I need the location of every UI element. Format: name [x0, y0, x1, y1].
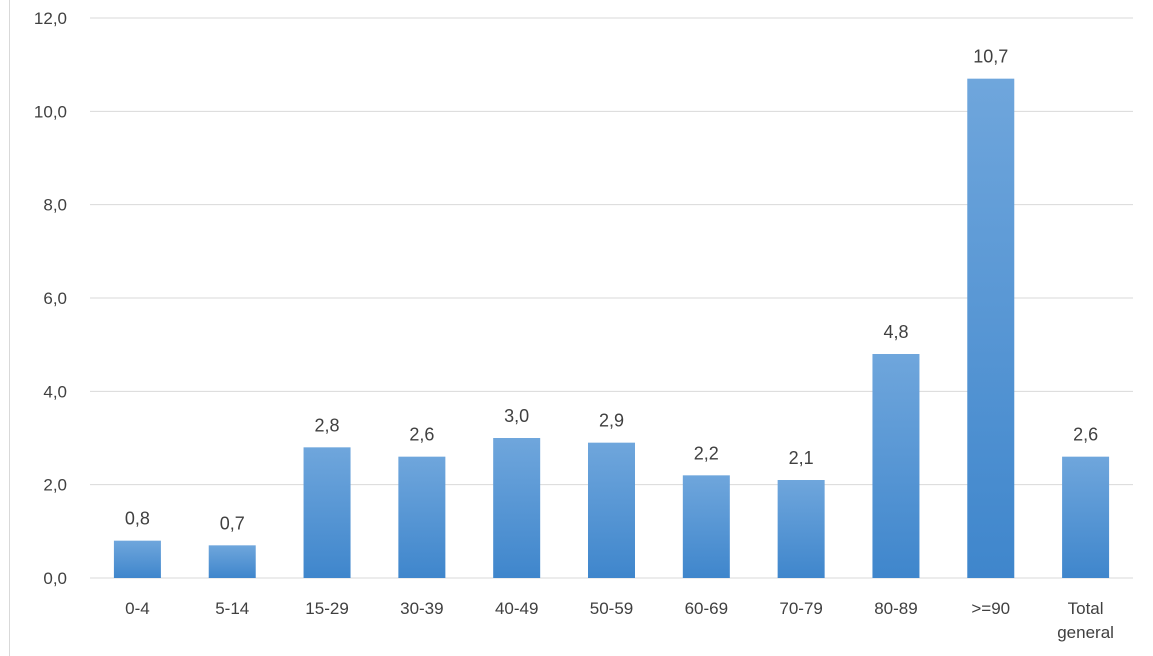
- data-label: 2,6: [1073, 425, 1098, 445]
- bar: [967, 78, 1015, 579]
- bar: [493, 438, 541, 578]
- y-tick-label: 0,0: [43, 569, 67, 588]
- chart-left-border: [9, 0, 10, 656]
- gridlines: [90, 17, 1133, 579]
- x-tick-label: Total: [1068, 599, 1104, 618]
- x-tick-label: 0-4: [125, 599, 150, 618]
- data-label: 2,6: [409, 425, 434, 445]
- bar: [1062, 456, 1110, 578]
- y-axis: 0,0 2,0 4,0 6,0 8,0 10,0 12,0: [34, 9, 67, 588]
- x-tick-label: 40-49: [495, 599, 538, 618]
- data-label: 2,1: [789, 448, 814, 468]
- x-tick-label: >=90: [971, 599, 1010, 618]
- data-label: 2,2: [694, 443, 719, 463]
- x-tick-label: general: [1057, 623, 1114, 642]
- y-tick-label: 4,0: [43, 382, 67, 401]
- data-label: 2,8: [315, 415, 340, 435]
- y-tick-label: 12,0: [34, 9, 67, 28]
- y-tick-label: 10,0: [34, 102, 67, 121]
- x-tick-label: 15-29: [305, 599, 348, 618]
- data-label: 2,9: [599, 411, 624, 431]
- data-labels: 0,8 0,7 2,8 2,6 3,0 2,9 2,2 2,1 4,8 10,7 2,6: [125, 47, 1098, 534]
- x-tick-label: 30-39: [400, 599, 443, 618]
- data-label: 3,0: [504, 406, 529, 426]
- bar: [682, 475, 730, 578]
- y-tick-label: 2,0: [43, 476, 67, 495]
- x-tick-label: 60-69: [685, 599, 728, 618]
- x-axis: 0-4 5-14 15-29 30-39 40-49 50-59 60-69 70-79 80-…: [125, 599, 1114, 642]
- x-tick-label: 50-59: [590, 599, 633, 618]
- bar: [777, 480, 825, 578]
- bar: [303, 447, 351, 578]
- bar: [872, 354, 920, 578]
- x-tick-label: 5-14: [215, 599, 249, 618]
- y-tick-label: 6,0: [43, 289, 67, 308]
- y-tick-label: 8,0: [43, 196, 67, 215]
- data-label: 4,8: [883, 322, 908, 342]
- data-label: 0,8: [125, 509, 150, 529]
- data-label: 0,7: [220, 513, 245, 533]
- x-tick-label: 70-79: [779, 599, 822, 618]
- bars: [113, 78, 1110, 579]
- data-label: 10,7: [973, 47, 1008, 67]
- bar: [113, 540, 161, 578]
- bar: [588, 442, 635, 578]
- x-tick-label: 80-89: [874, 599, 917, 618]
- bar: [398, 456, 446, 578]
- bar: [208, 545, 256, 578]
